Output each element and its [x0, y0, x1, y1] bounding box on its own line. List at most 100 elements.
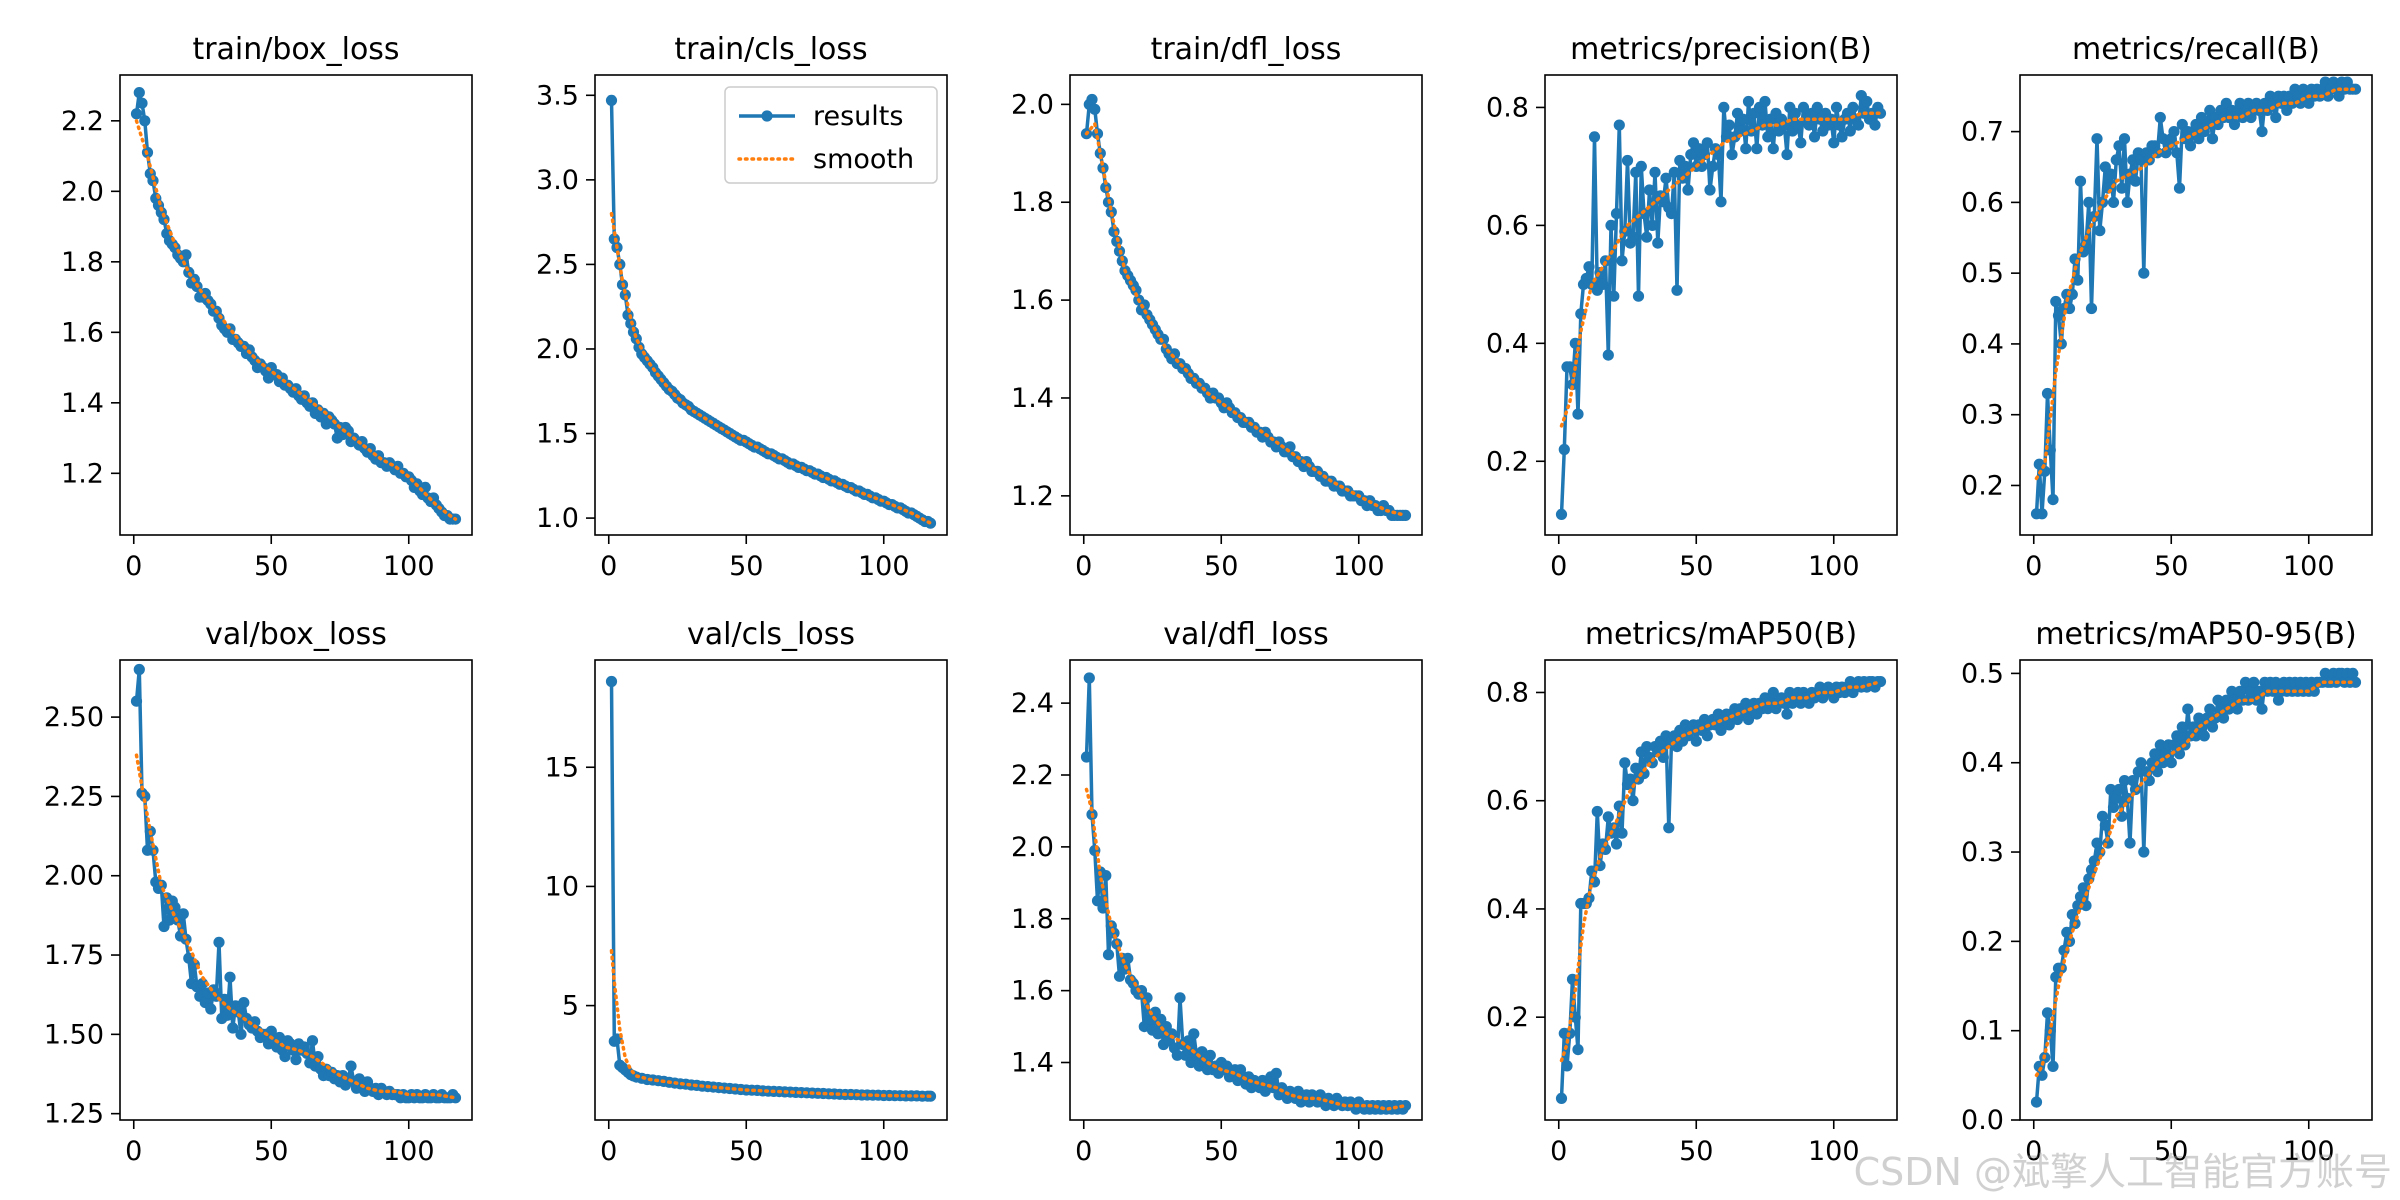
results-point [2146, 757, 2158, 769]
y-tick-label: 1.2 [1011, 481, 1054, 512]
results-point [1588, 131, 1601, 143]
results-point [1204, 1049, 1216, 1061]
y-tick-label: 3.0 [536, 165, 579, 196]
results-point [1168, 348, 1181, 360]
subplot-metrics-map50-95-b: metrics/mAP50-95(B) 0 50 100 0.0 0.1 0.2 0.3 0.4… [1961, 617, 2373, 1167]
results-point [2201, 712, 2213, 724]
results-point [1828, 137, 1840, 149]
results-point [1174, 992, 1186, 1004]
results-point [1715, 196, 1727, 208]
results-point [2138, 267, 2150, 279]
y-tick-label: 2.4 [1011, 688, 1054, 719]
axes-frame [119, 74, 473, 536]
x-tick-label: 0 [1550, 551, 1567, 582]
results-point [2091, 837, 2103, 849]
results-point [2220, 694, 2232, 706]
results-point [2198, 730, 2210, 742]
y-tick-label: 0.6 [1486, 786, 1529, 817]
results-point [177, 908, 189, 920]
results-point [1701, 730, 1713, 742]
results-point [1759, 95, 1771, 108]
results-point [213, 936, 225, 948]
results-point [1602, 811, 1614, 823]
subplot-metrics-recall-b: metrics/recall(B) 0 50 100 0.2 0.3 0.4 0.5 0.6 0.… [1961, 32, 2373, 582]
results-point [2110, 792, 2122, 805]
results-point [1652, 237, 1664, 249]
y-tick-label: 2.00 [44, 861, 104, 892]
results-point [1100, 870, 1112, 882]
results-point [1089, 103, 1101, 115]
y-tick-label: 1.25 [44, 1099, 104, 1130]
axes-frame [1069, 659, 1423, 1121]
plot-area [1080, 672, 1412, 1115]
subplot-title: metrics/mAP50-95(B) [2035, 617, 2356, 652]
results-point [1740, 143, 1752, 155]
results-point [196, 978, 209, 990]
results-point [133, 87, 145, 99]
results-point [2184, 140, 2197, 152]
results-point [2138, 846, 2150, 858]
results-point [1734, 125, 1746, 137]
x-tick-label: 100 [1808, 1136, 1860, 1167]
results-point [227, 1022, 239, 1034]
y-tick-label: 1.75 [44, 940, 104, 971]
results-point [130, 695, 143, 707]
results-point [1792, 119, 1804, 131]
x-tick-label: 50 [1679, 1136, 1713, 1167]
results-point [1610, 838, 1623, 850]
results-point [2091, 133, 2103, 145]
x-tick-label: 50 [1679, 551, 1713, 582]
results-point [1635, 160, 1647, 172]
results-point [2099, 819, 2111, 831]
x-tick-label: 100 [2283, 1136, 2335, 1167]
subplot-title: train/box_loss [192, 32, 399, 67]
plot-area [605, 94, 937, 529]
results-point [238, 997, 250, 1009]
x-tick-label: 100 [1333, 1136, 1385, 1167]
subplot-train-cls-loss: train/cls_loss 0 50 100 1.0 1.5 2.0 2.5 3.0 3.5 re… [536, 32, 948, 582]
results-point [1701, 137, 1713, 149]
smooth-series-line [2034, 680, 2358, 1078]
results-point [2256, 703, 2268, 715]
results-point [1627, 795, 1639, 807]
results-point [1797, 101, 1810, 113]
results-point [235, 1028, 247, 1040]
results-point [2036, 508, 2048, 520]
results-point [2173, 748, 2186, 760]
results-point [2074, 175, 2087, 187]
results-point [2118, 133, 2131, 145]
results-point [2110, 154, 2122, 166]
results-point [2107, 196, 2120, 208]
results-point [2135, 757, 2147, 769]
y-tick-label: 2.0 [536, 334, 579, 365]
results-point [1668, 166, 1680, 178]
results-point [2077, 882, 2089, 894]
y-tick-label: 0.3 [1961, 400, 2004, 431]
plot-area [130, 663, 462, 1104]
y-tick-label: 2.2 [1011, 760, 1054, 791]
y-tick-label: 1.4 [1011, 383, 1054, 414]
results-point [1591, 805, 1603, 818]
y-tick-label: 0.4 [1961, 329, 2004, 360]
x-tick-label: 0 [1550, 1136, 1567, 1167]
subplot-title: val/box_loss [205, 617, 387, 652]
results-point [2168, 126, 2180, 138]
axes-frame [1069, 74, 1423, 536]
results-point [2121, 196, 2133, 208]
results-point [1632, 290, 1645, 302]
results-point [1166, 1028, 1178, 1040]
results-point [249, 1016, 261, 1028]
subplot-metrics-map50-b: metrics/mAP50(B) 0 50 100 0.2 0.4 0.6 0.8 [1486, 617, 1898, 1167]
results-point [1825, 113, 1837, 125]
results-point [2245, 685, 2257, 697]
y-tick-label: 0.5 [1961, 258, 2004, 289]
results-point [2176, 721, 2188, 733]
y-tick-label: 0.6 [1961, 187, 2004, 218]
results-point [345, 1060, 357, 1072]
results-point [1811, 101, 1823, 113]
results-point [133, 663, 145, 676]
smooth-series-line [134, 119, 458, 521]
results-point [2212, 694, 2224, 706]
x-tick-label: 0 [125, 1136, 142, 1167]
y-tick-label: 5 [562, 991, 579, 1022]
